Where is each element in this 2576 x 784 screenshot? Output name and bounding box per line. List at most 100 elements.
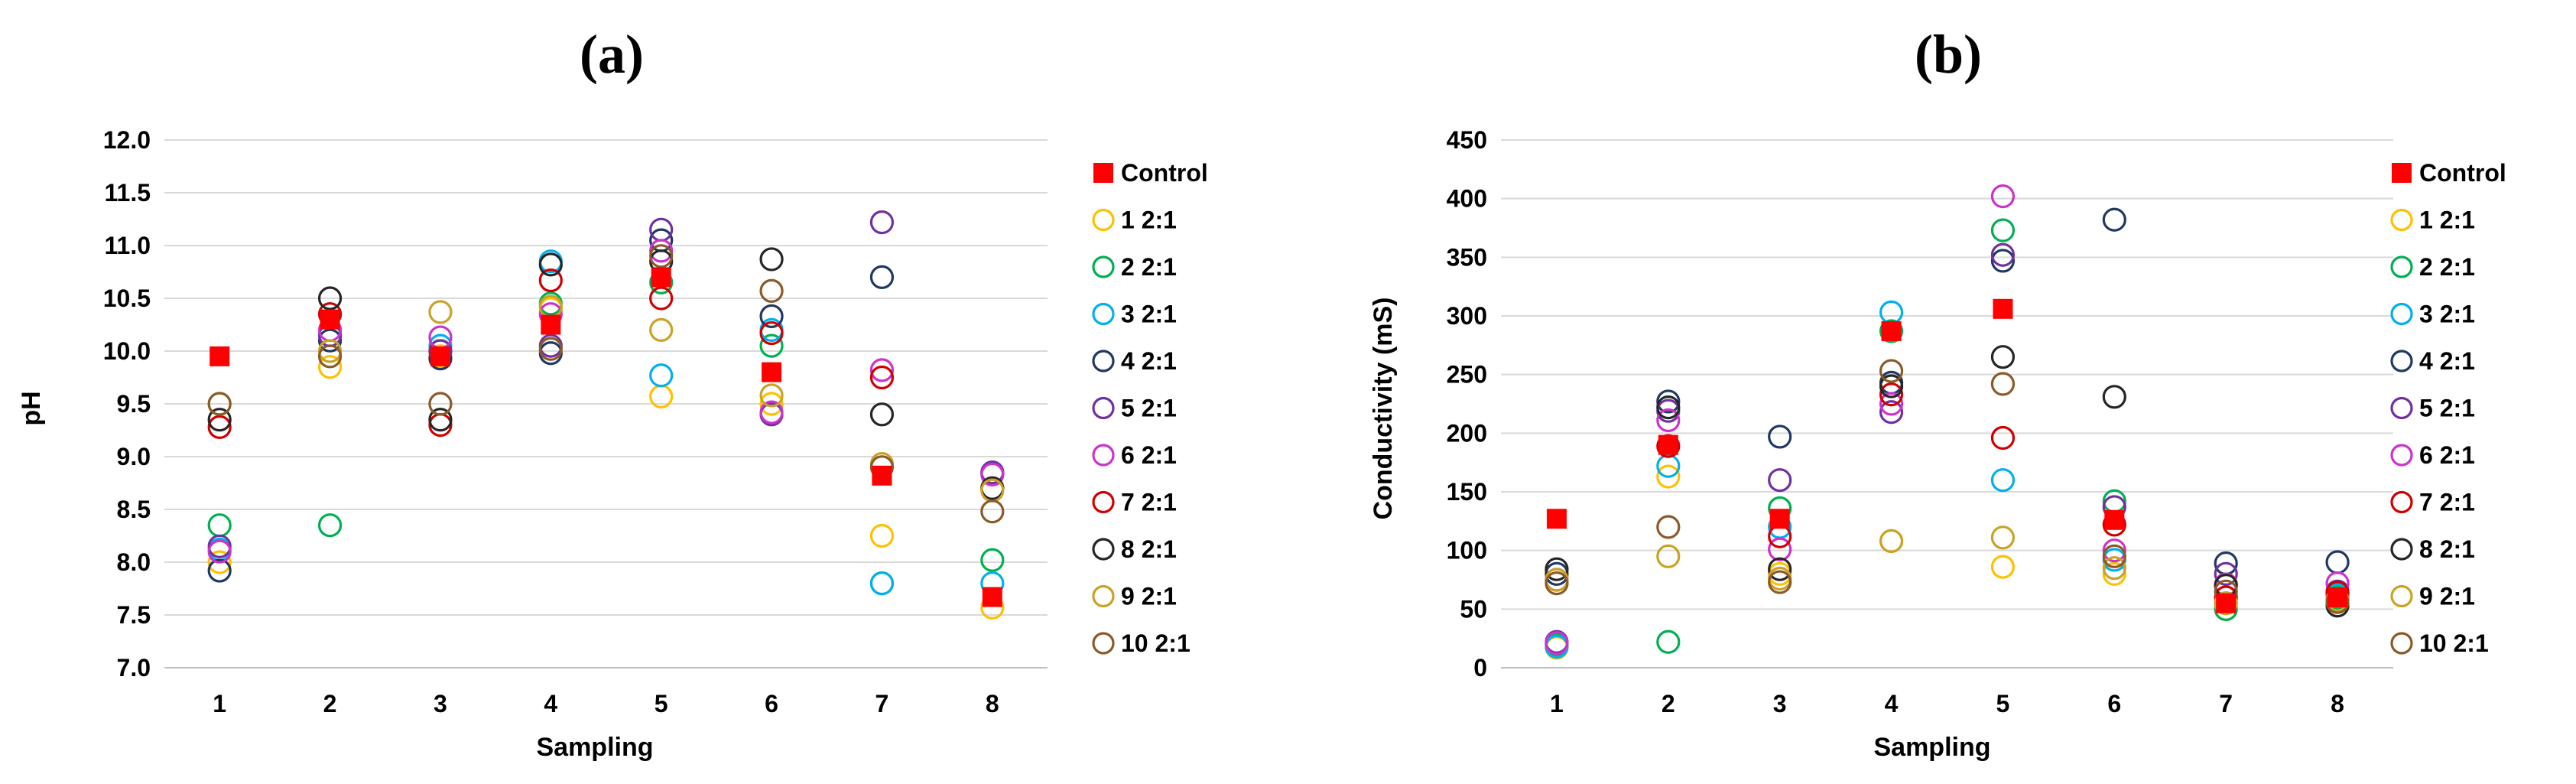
data-point-4-2-1-2 (1656, 389, 1681, 414)
x-tick-label: 4 (1885, 690, 1899, 717)
x-tick-label: 6 (2107, 690, 2121, 717)
legend-marker (1092, 538, 1115, 561)
data-point-5-2-1-4 (1879, 400, 1904, 425)
x-tick-label: 5 (655, 690, 668, 717)
y-tick-label: 400 (1447, 185, 1487, 213)
data-point-6-2-1-3 (1768, 537, 1792, 561)
data-points-a (207, 210, 1005, 620)
data-point-6-2-1-8 (980, 462, 1005, 487)
legend-entry: 6 2:1 (1092, 441, 1177, 469)
data-point-2-2-1-1 (207, 513, 232, 538)
data-point-6-2-1-1 (207, 539, 232, 564)
legend-label: 3 2:1 (1121, 301, 1177, 328)
data-point-9-2-1-5 (1990, 525, 2016, 550)
y-tick-label: 250 (1447, 361, 1487, 389)
data-point-10-2-1-4 (1879, 359, 1904, 383)
data-point-control-5 (651, 267, 671, 288)
legend-marker (2390, 255, 2413, 278)
legend-entry: 2 2:1 (2390, 253, 2475, 281)
legend-entry: 2 2:1 (1092, 253, 1177, 281)
data-point-5-2-1-1 (207, 534, 232, 558)
y-tick-label: 7.5 (117, 601, 151, 629)
data-point-4-2-1-1 (207, 558, 232, 583)
data-point-9-2-1-2 (317, 339, 343, 363)
legend-label: 7 2:1 (1121, 489, 1177, 516)
y-tick-label: 150 (1447, 478, 1487, 506)
data-point-3-2-1-5 (1990, 468, 2016, 493)
legend-entry: Control (1093, 159, 1208, 187)
legend-marker (2390, 208, 2413, 232)
chart-panel-b: (b) 0 50 100 150 200 250 300 350 400 450 1 2 3 4 5 6 7 8… (1369, 24, 2506, 762)
data-point-10-2-1-2 (1656, 515, 1681, 539)
legend-entry: Control (2392, 159, 2506, 187)
legend-entry: 8 2:1 (2390, 535, 2475, 563)
legend-entry: 9 2:1 (2390, 583, 2475, 610)
y-tick-labels-a: 7.0 7.5 8.0 8.5 9.0 9.5 10.0 10.5 11.0 11.5 12.0 (103, 126, 151, 682)
legend-entry: 4 2:1 (1092, 347, 1177, 375)
data-point-1-2-1-6 (759, 392, 784, 416)
panel-label-b: (b) (1915, 24, 1982, 85)
legend-label: 2 2:1 (1121, 253, 1177, 281)
data-point-8-2-1-7 (869, 402, 895, 427)
data-point-9-2-1-7 (2214, 591, 2238, 616)
legend-label: 2 2:1 (2419, 253, 2475, 281)
legend-entry: 10 2:1 (2390, 629, 2489, 657)
data-point-control-3 (1769, 509, 1790, 529)
data-point-8-2-1-2 (1656, 395, 1681, 420)
data-point-control-4 (1881, 320, 1902, 341)
x-tick-label: 7 (875, 690, 889, 717)
y-tick-label: 200 (1447, 419, 1487, 447)
data-point-6-2-1-5 (1990, 184, 2016, 209)
data-point-8-2-1-1 (1545, 557, 1569, 581)
data-point-6-2-1-1 (1545, 631, 1569, 656)
legend-marker (1092, 632, 1115, 655)
y-tick-label: 9.5 (117, 390, 151, 418)
data-point-1-2-1-7 (869, 523, 895, 548)
data-point-2-2-1-6 (759, 333, 784, 358)
data-point-4-2-1-7 (869, 265, 895, 289)
data-point-9-2-1-6 (759, 383, 784, 408)
y-tick-label: 11.0 (104, 232, 151, 259)
x-axis-title-b: Sampling (1873, 733, 1990, 762)
legend-marker (1092, 208, 1115, 232)
data-point-control-5 (1993, 298, 2013, 319)
y-tick-label: 9.0 (117, 443, 151, 470)
legend-entry: 9 2:1 (1092, 583, 1177, 610)
data-point-3-2-1-7 (869, 571, 895, 596)
data-point-7-2-1-3 (428, 412, 453, 438)
data-point-8-2-1-5 (1990, 345, 2016, 369)
legend-label: 1 2:1 (1121, 207, 1177, 234)
x-tick-label: 1 (213, 690, 226, 717)
legend-marker (1092, 350, 1115, 372)
data-point-control-4 (541, 314, 561, 335)
legend-a: Control 1 2:1 2 2:1 3 2:1 4 2:1 5 2:1 6 2:1 7 2… (1092, 159, 1208, 657)
data-point-5-2-1-7 (869, 210, 895, 235)
data-points-b (1545, 184, 2350, 660)
x-tick-label: 3 (1773, 690, 1787, 717)
data-point-1-2-1-2 (317, 355, 343, 379)
legend-label: 6 2:1 (1121, 441, 1177, 469)
data-point-6-2-1-6 (759, 400, 784, 425)
legend-entry: 6 2:1 (2390, 441, 2475, 469)
legend-label: 8 2:1 (1121, 535, 1177, 563)
x-tick-label: 7 (2219, 690, 2233, 717)
data-point-8-2-1-1 (207, 408, 232, 432)
data-point-5-2-1-7 (2214, 561, 2238, 586)
data-point-10-2-1-5 (1990, 372, 2016, 396)
data-point-2-2-1-8 (980, 548, 1005, 572)
y-tick-label: 11.5 (104, 179, 151, 207)
data-point-8-2-1-6 (2102, 385, 2126, 409)
data-point-1-2-1-6 (2102, 561, 2126, 586)
legend-entry: 1 2:1 (1092, 207, 1177, 234)
data-point-9-2-1-3 (428, 300, 453, 324)
y-axis-title-a: pH (17, 391, 46, 425)
data-point-9-2-1-4 (1879, 529, 1904, 554)
legend-entry: 10 2:1 (1092, 629, 1191, 657)
legend-b: Control 1 2:1 2 2:1 3 2:1 4 2:1 5 2:1 6 2:1 7 2… (2390, 159, 2506, 657)
data-point-4-2-1-5 (1990, 249, 2016, 273)
data-point-2-2-1-5 (1990, 218, 2016, 242)
y-tick-label: 300 (1447, 302, 1487, 330)
legend-entry: 1 2:1 (2390, 207, 2475, 234)
legend-entry: 3 2:1 (2390, 301, 2475, 328)
data-point-10-2-1-2 (317, 344, 343, 369)
